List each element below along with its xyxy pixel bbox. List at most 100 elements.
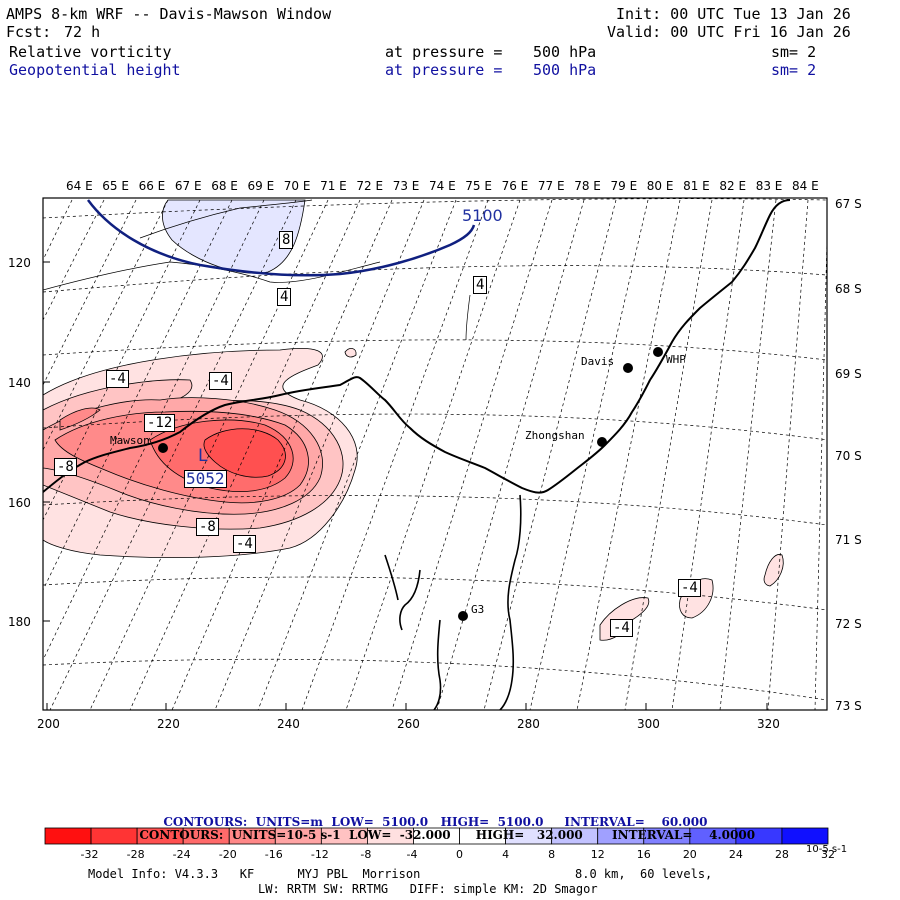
field-1-smooth: sm= 2: [771, 43, 817, 61]
lat-label: 67 S: [835, 197, 862, 211]
lon-label: 68 E: [211, 179, 238, 193]
lon-label: 74 E: [429, 179, 456, 193]
colorbar-tick-label: -16: [264, 848, 283, 861]
forecast-label: Fcst:: [6, 23, 52, 41]
vorticity-contour-label: 8: [279, 231, 294, 249]
field-1-level-label: at pressure =: [385, 43, 503, 61]
lon-label: 71 E: [320, 179, 347, 193]
lon-label: 84 E: [792, 179, 819, 193]
colorbar-tick-label: -28: [126, 848, 145, 861]
grid-x-label: 320: [757, 717, 780, 731]
vorticity-contour-label: -8: [196, 518, 219, 536]
vorticity-negative-shading: [43, 347, 358, 559]
colorbar-tick-label: -24: [172, 848, 191, 861]
lon-label: 64 E: [66, 179, 93, 193]
lon-label: 66 E: [138, 179, 166, 193]
lon-label: 72 E: [356, 179, 384, 193]
field-2-level-value: 500 hPa: [533, 61, 597, 79]
lat-label: 72 S: [835, 617, 862, 631]
lon-label: 65 E: [102, 179, 129, 193]
contour-info-height-label: CONTOURS:: [163, 815, 248, 829]
colorbar-tick-label: -4: [406, 848, 418, 861]
grid-y-label: 160: [8, 496, 31, 510]
vorticity-contour-label: 4: [277, 288, 292, 306]
station-label: G3: [471, 603, 485, 616]
lon-label: 78 E: [574, 179, 601, 193]
lon-label: 77 E: [537, 179, 565, 193]
forecast-value: 72 h: [64, 23, 101, 41]
init-time: Init: 00 UTC Tue 13 Jan 26: [616, 5, 851, 23]
lon-label: 69 E: [247, 179, 275, 193]
lon-label: 73 E: [392, 179, 420, 193]
station-label: WHP: [666, 353, 686, 366]
colorbar-tick-label: 24: [728, 848, 743, 861]
lon-label: 70 E: [283, 179, 311, 193]
vorticity-contour-label: -4: [610, 619, 633, 637]
grid-y-label: 180: [8, 615, 31, 629]
grid-x-label: 240: [277, 717, 300, 731]
low-pressure-value: 5052: [184, 469, 227, 488]
lon-label: 80 E: [646, 179, 674, 193]
colorbar-tick-label: -20: [218, 848, 237, 861]
colorbar-tick-label: 8: [548, 848, 556, 861]
field-2-level-label: at pressure =: [385, 61, 503, 79]
field-1-name: Relative vorticity: [9, 43, 172, 61]
field-2-name: Geopotential height: [9, 61, 181, 79]
contour-info-height-units: UNITS=m: [255, 815, 324, 829]
colorbar-units: 10-5 s-1: [806, 844, 848, 855]
contour-info-height-low: LOW= 5100.0: [331, 815, 429, 829]
station-label: Zhongshan: [525, 429, 585, 442]
colorbar-tick-label: -8: [360, 848, 372, 861]
lat-label: 69 S: [835, 367, 862, 381]
colorbar-swatch: [44, 827, 92, 845]
colorbar-tick-label: 4: [502, 848, 510, 861]
contour-info-vorticity-units: UNITS=10-5 s-1: [231, 828, 341, 842]
grid-x-label: 280: [517, 717, 540, 731]
station-label: Mawson: [110, 434, 150, 447]
valid-time: Valid: 00 UTC Fri 16 Jan 26: [607, 23, 851, 41]
lon-label: 75 E: [465, 179, 492, 193]
height-contour-label: 5100: [462, 206, 503, 225]
model-resolution: 8.0 km, 60 levels,: [575, 867, 713, 881]
lat-label: 68 S: [835, 282, 862, 296]
colorbar-tick-label: -32: [80, 848, 99, 861]
field-1-level-value: 500 hPa: [533, 43, 597, 61]
lon-label: 67 E: [174, 179, 202, 193]
lat-label: 70 S: [835, 449, 862, 463]
grid-x-label: 260: [397, 717, 420, 731]
station-markers: [158, 347, 663, 621]
contour-info-vorticity-label: CONTOURS:: [139, 828, 224, 842]
vorticity-contour-label: -12: [144, 414, 176, 432]
vorticity-contour-label: -8: [54, 458, 77, 476]
colorbar: [44, 827, 829, 845]
grid-x-label: 200: [37, 717, 60, 731]
map-graticule: [43, 198, 827, 710]
model-info: Model Info: V4.3.3 KF MYJ PBL Morrison: [88, 867, 421, 881]
contour-info-vorticity-high: HIGH= 32.000: [475, 828, 583, 842]
lat-label: 71 S: [835, 533, 862, 547]
grid-x-label: 300: [637, 717, 660, 731]
lon-label: 83 E: [755, 179, 783, 193]
lon-label: 82 E: [719, 179, 747, 193]
contour-info-height-interval: INTERVAL= 60.000: [564, 815, 708, 829]
contour-info-height-high: HIGH= 5100.0: [440, 815, 544, 829]
colorbar-tick-label: 12: [590, 848, 605, 861]
grid-y-label: 120: [8, 256, 31, 270]
vorticity-contour-label: 4: [473, 276, 488, 294]
vorticity-contour-label: -4: [106, 370, 129, 388]
map-frame: [42, 197, 828, 711]
contour-info-height: CONTOURS: UNITS=m LOW= 5100.0 HIGH= 5100…: [155, 798, 707, 830]
low-pressure-symbol: L: [198, 446, 208, 466]
colorbar-tick-label: 16: [636, 848, 651, 861]
colorbar-tick-label: -12: [310, 848, 329, 861]
contour-info-vorticity-low: LOW= -32.000: [348, 828, 451, 842]
colorbar-tick-label: 28: [774, 848, 789, 861]
chart-title: AMPS 8-km WRF -- Davis-Mawson Window: [6, 5, 332, 23]
field-2-smooth: sm= 2: [771, 61, 817, 79]
coastline: [43, 199, 791, 494]
coastline-inlet: [384, 494, 522, 710]
colorbar-tick-label: 32: [821, 848, 835, 861]
grid-y-label: 140: [8, 376, 31, 390]
station-label: Davis: [581, 355, 615, 368]
